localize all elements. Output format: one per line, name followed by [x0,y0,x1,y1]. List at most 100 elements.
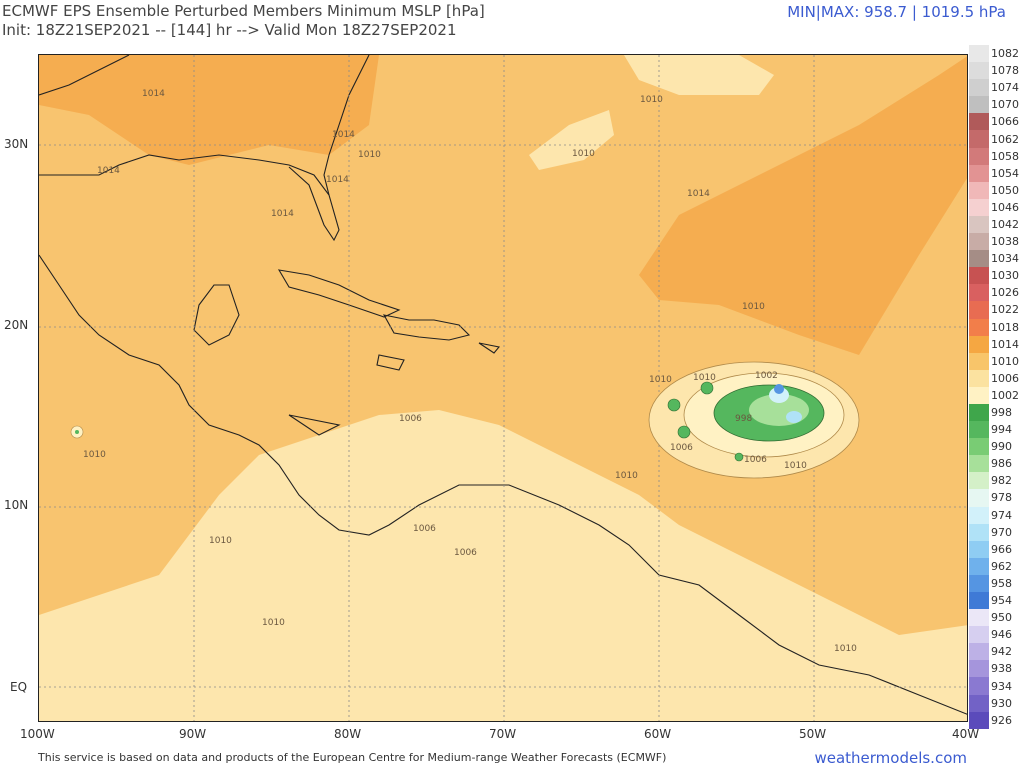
colorbar-step: 1046 [969,198,1024,216]
light-patch-north [529,110,614,170]
colorbar-step: 926 [969,711,1024,729]
colorbar-step: 978 [969,489,1024,507]
colorbar-label: 1030 [991,269,1019,283]
colorbar-swatch [969,318,989,336]
colorbar-step: 986 [969,455,1024,473]
colorbar-swatch [969,301,989,319]
colorbar-swatch [969,147,989,165]
colorbar-swatch [969,489,989,507]
contour-label: 1002 [755,371,778,381]
contour-label: 1010 [209,536,232,546]
colorbar-swatch [969,421,989,439]
lon-label: 90W [179,727,207,741]
colorbar-step: 1026 [969,284,1024,302]
contour-label: 1010 [693,373,716,383]
colorbar-label: 934 [991,679,1012,693]
min-max-readout: MIN|MAX: 958.7 | 1019.5 hPa [787,3,1006,21]
contour-label: 1010 [649,375,672,385]
contour-label: 1014 [271,209,294,219]
colorbar-swatch [969,677,989,695]
colorbar-label: 1010 [991,354,1019,368]
colorbar-step: 1054 [969,164,1024,182]
lon-label: 80W [334,727,362,741]
colorbar-swatch [969,352,989,370]
contour-labels: 1014 1010 1010 1014 1014 1014 1014 1010 … [83,89,857,654]
colorbar-label: 942 [991,645,1012,659]
contour-label: 1014 [332,130,355,140]
pressure-map: 1014 1010 1010 1014 1014 1014 1014 1010 … [39,55,967,721]
colorbar-step: 990 [969,438,1024,456]
colorbar-label: 1074 [991,81,1019,95]
brand-link[interactable]: weathermodels.com [814,749,967,767]
colorbar-step: 958 [969,574,1024,592]
colorbar-step: 982 [969,472,1024,490]
colorbar-step: 938 [969,660,1024,678]
lon-label: 60W [644,727,672,741]
colorbar-step: 1066 [969,113,1024,131]
contour-label: 1010 [262,618,285,628]
colorbar-label: 978 [991,491,1012,505]
colorbar-label: 998 [991,406,1012,420]
graticule [39,55,967,721]
colorbar-swatch [969,284,989,302]
coastlines [39,55,967,715]
colorbar-step: 1042 [969,215,1024,234]
high-pressure-atlantic [639,56,967,355]
colorbar-step: 934 [969,677,1024,695]
colorbar-swatch [969,369,989,387]
colorbar-label: 926 [991,713,1012,727]
colorbar-label: 974 [991,508,1012,522]
lon-label: 40W [952,727,980,741]
colorbar-swatch [969,386,989,404]
contour-label: 1010 [784,461,807,471]
colorbar-swatch [969,96,989,114]
colorbar-label: 950 [991,611,1012,625]
colorbar-label: 1018 [991,320,1019,334]
colorbar-label: 1078 [991,64,1019,78]
colorbar-label: 1014 [991,337,1019,351]
colorbar-swatch [969,113,989,131]
contour-label: 998 [735,414,752,424]
lat-label: 10N [4,498,29,512]
colorbar-step: 946 [969,626,1024,644]
colorbar-swatch [969,643,989,661]
contour-label: 1010 [742,302,765,312]
colorbar-swatch [969,267,989,285]
contour-label: 1014 [326,175,349,185]
colorbar-step: 1082 [969,45,1024,63]
contour-label: 1006 [413,524,436,534]
colorbar-step: 1038 [969,233,1024,251]
init-valid-line: Init: 18Z21SEP2021 -- [144] hr --> Valid… [2,21,457,39]
colorbar-label: 1054 [991,166,1019,180]
colorbar-step: 1034 [969,250,1024,268]
colorbar-swatch [969,403,989,422]
colorbar-swatch [969,455,989,473]
map-title: ECMWF EPS Ensemble Perturbed Members Min… [2,2,485,20]
contour-label: 1010 [83,450,106,460]
colorbar-swatch [969,62,989,80]
colorbar-swatch [969,574,989,592]
colorbar-label: 1026 [991,286,1019,300]
colorbar-step: 1010 [969,352,1024,370]
contour-label: 1010 [358,150,381,160]
colorbar-swatch [969,233,989,251]
colorbar-swatch [969,250,989,268]
lon-label: 50W [799,727,827,741]
contour-label: 1010 [615,471,638,481]
colorbar-label: 986 [991,457,1012,471]
colorbar-swatch [969,540,989,558]
colorbar-step: 998 [969,403,1024,422]
colorbar-swatch [969,130,989,148]
colorbar-step: 1058 [969,147,1024,165]
colorbar-step: 1022 [969,301,1024,319]
contour-label: 1006 [454,548,477,558]
colorbar-label: 1046 [991,200,1019,214]
colorbar-label: 938 [991,662,1012,676]
colorbar-swatch [969,335,989,353]
colorbar-step: 942 [969,643,1024,661]
colorbar-label: 990 [991,440,1012,454]
high-pressure-north [39,55,379,165]
colorbar-step: 966 [969,540,1024,558]
colorbar-step: 974 [969,506,1024,524]
colorbar-step: 950 [969,609,1024,627]
